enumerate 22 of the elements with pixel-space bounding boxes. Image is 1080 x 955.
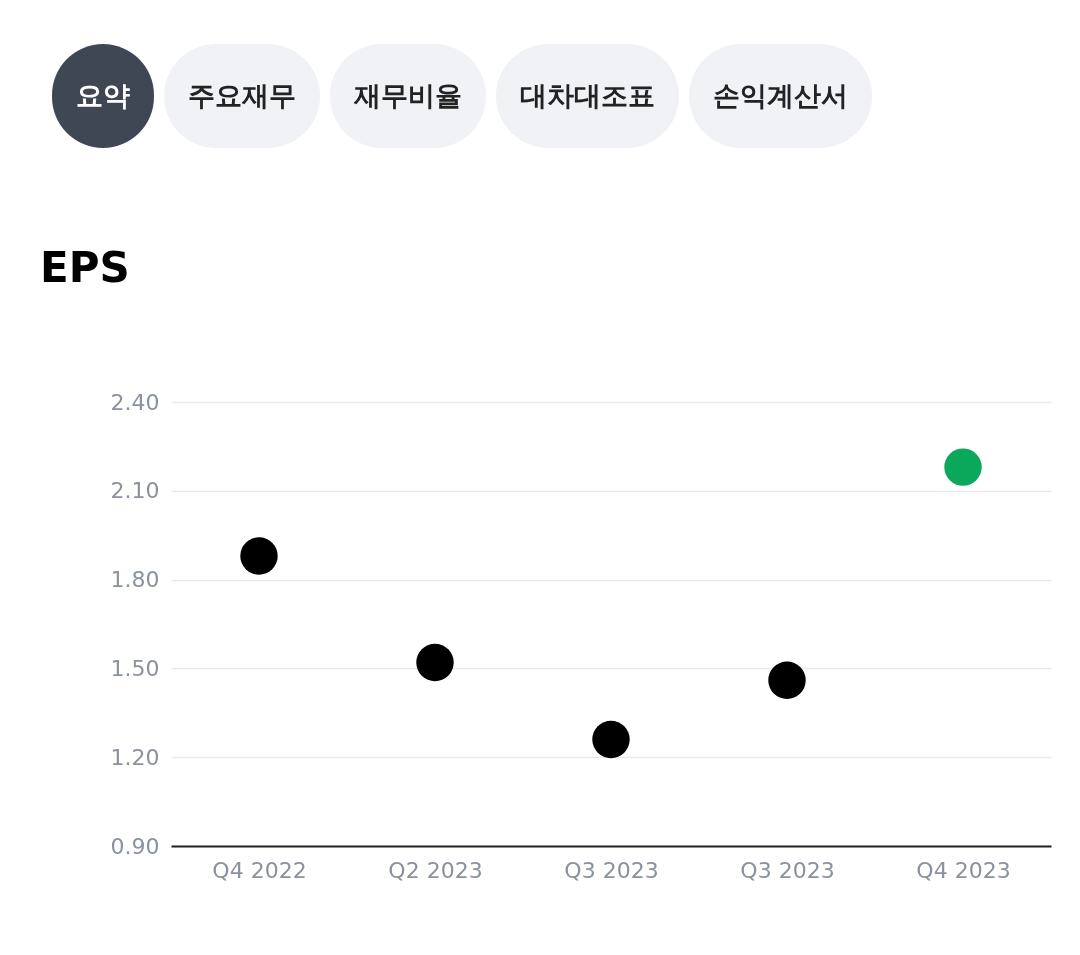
x-tick-label: Q3 2023	[564, 857, 659, 883]
point	[416, 643, 454, 682]
x-tick-label: Q3 2023	[740, 857, 835, 883]
text: 대차대조표	[496, 44, 679, 148]
y-tick-label: 2.10	[110, 478, 160, 504]
y-tick-label: 2.40	[110, 389, 160, 415]
point	[592, 720, 630, 759]
chart-title: EPS	[40, 243, 130, 292]
y-tick-label: 1.20	[110, 744, 160, 770]
y-tick-label: 0.90	[110, 833, 160, 859]
x-tick-label: Q2 2023	[388, 857, 483, 883]
y-tick-label: 1.50	[110, 655, 160, 681]
x-tick-label: Q4 2023	[916, 857, 1011, 883]
x-tick-label: Q4 2022	[212, 857, 307, 883]
point	[240, 537, 278, 575]
y-tick-label: 1.80	[110, 567, 160, 593]
text: 요약	[52, 44, 154, 148]
text: 재무비율	[330, 44, 486, 148]
text: 손익계산서	[689, 44, 872, 148]
point	[768, 661, 806, 699]
point	[944, 448, 982, 486]
text: 주요재무	[164, 44, 320, 148]
